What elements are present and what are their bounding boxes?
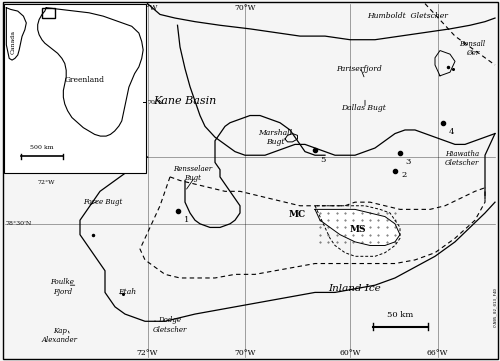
Polygon shape bbox=[315, 209, 400, 245]
Text: Greenland: Greenland bbox=[64, 77, 104, 84]
Text: 72°W: 72°W bbox=[38, 180, 55, 185]
Text: 500 km: 500 km bbox=[30, 145, 54, 150]
Text: 66°W: 66°W bbox=[427, 349, 448, 357]
Text: Pariserfjord: Pariserfjord bbox=[336, 65, 382, 73]
Text: 5: 5 bbox=[320, 156, 326, 164]
Text: Etah: Etah bbox=[118, 288, 136, 296]
Text: Foulke
Fjord: Foulke Fjord bbox=[50, 278, 74, 296]
Text: MC: MC bbox=[289, 210, 306, 219]
Text: Inland Ice: Inland Ice bbox=[328, 284, 382, 293]
Text: Humboldt  Gletscher: Humboldt Gletscher bbox=[367, 12, 448, 20]
Text: 70°N: 70°N bbox=[148, 100, 164, 105]
Text: 3: 3 bbox=[405, 158, 410, 166]
Text: 78°30'N: 78°30'N bbox=[6, 221, 32, 226]
Text: 1: 1 bbox=[184, 216, 189, 224]
Text: 50 km: 50 km bbox=[387, 312, 413, 319]
Text: 72°W: 72°W bbox=[137, 4, 158, 12]
Text: 4: 4 bbox=[448, 128, 454, 136]
Text: Dallas Bugt: Dallas Bugt bbox=[341, 104, 386, 112]
Bar bbox=[42, 8, 55, 18]
Text: Rensselaer
Bugt: Rensselaer Bugt bbox=[173, 165, 212, 182]
Text: 72°W: 72°W bbox=[137, 349, 158, 357]
Text: Hiawatha
Gletscher: Hiawatha Gletscher bbox=[446, 150, 480, 168]
Text: Canada: Canada bbox=[11, 30, 16, 53]
Text: 70°W: 70°W bbox=[234, 4, 256, 12]
Text: C\N05_02_013_F4D: C\N05_02_013_F4D bbox=[494, 287, 498, 327]
Polygon shape bbox=[38, 8, 143, 136]
Text: Kane Basin: Kane Basin bbox=[154, 96, 216, 106]
Text: Marshall
Bugt: Marshall Bugt bbox=[258, 129, 292, 146]
Text: Force Bugt: Force Bugt bbox=[83, 198, 122, 206]
Text: Kap
Alexander: Kap Alexander bbox=[42, 327, 78, 344]
Text: 60°W: 60°W bbox=[339, 349, 361, 357]
Bar bbox=[4, 4, 146, 173]
Text: MS: MS bbox=[349, 225, 366, 234]
Text: 2: 2 bbox=[401, 171, 406, 179]
Text: 70°N: 70°N bbox=[6, 153, 25, 161]
Text: 70°W: 70°W bbox=[234, 349, 256, 357]
Text: Dodge
Gletscher: Dodge Gletscher bbox=[153, 316, 187, 334]
Text: Bonsall
Øer: Bonsall Øer bbox=[460, 40, 485, 57]
